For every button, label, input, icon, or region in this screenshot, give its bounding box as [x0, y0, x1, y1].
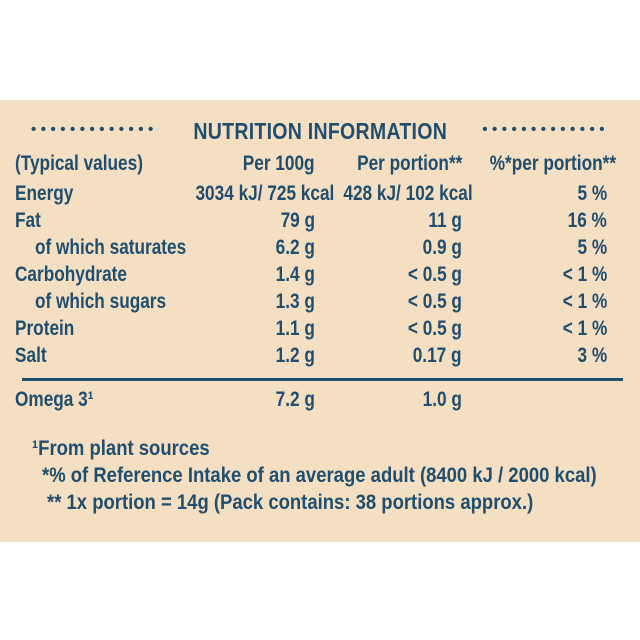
footnote-portion-size: ** 1x portion = 14g (Pack contains: 38 p…: [0, 489, 640, 516]
table-row-carbohydrate: Carbohydrate 1.4 g < 0.5 g < 1 %: [15, 261, 607, 288]
omega-table-section: Omega 3¹ 7.2 g 1.0 g: [0, 386, 640, 413]
value-per-portion-text: 1.0 g: [422, 388, 462, 411]
value-percent-text: < 1 %: [562, 317, 607, 340]
value-per-portion-text: 0.9 g: [422, 236, 462, 259]
value-per-100g: 7.2 g: [165, 386, 315, 413]
row-label-text: of which saturates: [35, 236, 187, 259]
table-row-saturates: of which saturates 6.2 g 0.9 g 5 %: [15, 234, 607, 261]
value-per-100g-text: 79 g: [280, 209, 315, 232]
row-label-text: Energy: [15, 182, 74, 205]
column-header-per-100g-label: Per 100g: [243, 152, 315, 175]
value-per-100g: 79 g: [165, 207, 315, 234]
value-percent: < 1 %: [462, 315, 607, 342]
row-label-text: Omega 3¹: [15, 388, 94, 411]
value-per-portion-text: 428 kJ/ 102 kcal: [343, 182, 473, 205]
value-percent: 5 %: [462, 180, 607, 207]
row-label: Fat: [15, 207, 165, 234]
value-percent-text: < 1 %: [562, 290, 607, 313]
value-per-100g-text: 7.2 g: [275, 388, 315, 411]
value-per-100g: 1.2 g: [165, 342, 315, 369]
row-label: Salt: [15, 342, 165, 369]
row-label: Omega 3¹: [15, 386, 165, 413]
value-per-portion: < 0.5 g: [315, 288, 462, 315]
value-percent-text: 5 %: [577, 182, 607, 205]
row-label: Carbohydrate: [15, 261, 165, 288]
column-header-per-100g: Per 100g: [165, 150, 315, 177]
column-header-per-portion-label: Per portion**: [356, 152, 462, 175]
value-per-100g-text: 6.2 g: [275, 236, 315, 259]
table-row-energy: Energy 3034 kJ/ 725 kcal 428 kJ/ 102 kca…: [15, 180, 607, 207]
value-percent-text: 3 %: [577, 344, 607, 367]
value-per-portion: 0.17 g: [315, 342, 462, 369]
nutrition-title-row: ••••••••••••• NUTRITION INFORMATION ••••…: [0, 117, 640, 145]
value-per-portion: < 0.5 g: [315, 315, 462, 342]
footnote-portion-size-text: ** 1x portion = 14g (Pack contains: 38 p…: [47, 491, 534, 514]
value-per-portion-text: < 0.5 g: [407, 263, 462, 286]
table-row-omega3: Omega 3¹ 7.2 g 1.0 g: [15, 386, 607, 413]
footnote-plant-sources-text: ¹From plant sources: [32, 437, 210, 460]
table-row-fat: Fat 79 g 11 g 16 %: [15, 207, 607, 234]
column-header-typical-values-label: (Typical values): [15, 152, 143, 175]
value-per-portion: 428 kJ/ 102 kcal: [315, 180, 472, 207]
table-row-salt: Salt 1.2 g 0.17 g 3 %: [15, 342, 607, 369]
table-row-protein: Protein 1.1 g < 0.5 g < 1 %: [15, 315, 607, 342]
column-header-percent-per-portion-label: %*per portion**: [489, 152, 617, 175]
value-per-portion: 0.9 g: [315, 234, 462, 261]
value-per-100g: 1.4 g: [165, 261, 315, 288]
value-percent: < 1 %: [462, 288, 607, 315]
value-percent-text: < 1 %: [562, 263, 607, 286]
table-row-sugars: of which sugars 1.3 g < 0.5 g < 1 %: [15, 288, 607, 315]
row-label-text: Carbohydrate: [15, 263, 127, 286]
nutrition-title: NUTRITION INFORMATION: [193, 117, 447, 144]
value-per-portion-text: 11 g: [428, 209, 462, 232]
value-per-portion-text: 0.17 g: [413, 344, 462, 367]
value-per-100g: 6.2 g: [165, 234, 315, 261]
footnote-reference-intake: *% of Reference Intake of an average adu…: [0, 462, 640, 489]
value-per-100g: 3034 kJ/ 725 kcal: [165, 180, 334, 207]
value-per-portion: < 0.5 g: [315, 261, 462, 288]
value-per-portion: 1.0 g: [315, 386, 462, 413]
footnote-plant-sources: ¹From plant sources: [0, 435, 640, 462]
separator-line: [22, 378, 623, 381]
dotted-line-left-decoration: •••••••••••••: [30, 120, 158, 138]
nutrition-table: (Typical values) Per 100g Per portion** …: [0, 145, 640, 369]
row-label-text: Fat: [15, 209, 41, 232]
value-per-portion-text: < 0.5 g: [407, 317, 462, 340]
row-label-text: of which sugars: [35, 290, 167, 313]
row-label-text: Protein: [15, 317, 75, 340]
footnotes-section: ¹From plant sources *% of Reference Inta…: [0, 435, 640, 516]
value-percent: 3 %: [462, 342, 607, 369]
value-percent: < 1 %: [462, 261, 607, 288]
value-per-100g: 1.3 g: [165, 288, 315, 315]
value-per-100g: 1.1 g: [165, 315, 315, 342]
value-percent: 16 %: [462, 207, 607, 234]
row-label: Energy: [15, 180, 165, 207]
nutrition-label: ••••••••••••• NUTRITION INFORMATION ••••…: [0, 100, 640, 542]
value-per-100g-text: 1.4 g: [275, 263, 315, 286]
dotted-line-right-decoration: •••••••••••••: [482, 120, 609, 138]
value-per-100g-text: 1.1 g: [275, 317, 315, 340]
value-percent-text: 5 %: [577, 236, 607, 259]
value-per-portion: 11 g: [315, 207, 462, 234]
column-header-per-portion: Per portion**: [315, 150, 462, 177]
column-header-percent-per-portion: %*per portion**: [462, 150, 616, 177]
value-per-100g-text: 1.2 g: [275, 344, 315, 367]
value-per-100g-text: 1.3 g: [275, 290, 315, 313]
value-percent: 5 %: [462, 234, 607, 261]
value-percent: [462, 386, 607, 413]
column-header-typical-values: (Typical values): [15, 150, 165, 177]
row-label: Protein: [15, 315, 165, 342]
value-percent-text: 16 %: [567, 209, 607, 232]
footnote-reference-intake-text: *% of Reference Intake of an average adu…: [42, 464, 597, 487]
row-label: of which saturates: [15, 234, 186, 261]
row-label: of which sugars: [15, 288, 167, 315]
table-header-row: (Typical values) Per 100g Per portion** …: [15, 150, 616, 177]
row-label-text: Salt: [15, 344, 47, 367]
value-per-100g-text: 3034 kJ/ 725 kcal: [195, 182, 335, 205]
value-per-portion-text: < 0.5 g: [407, 290, 462, 313]
